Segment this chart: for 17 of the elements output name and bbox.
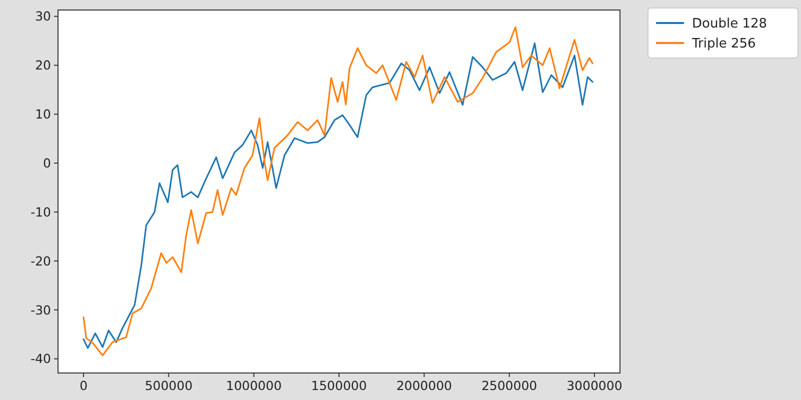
y-tick-label: 30 [35,8,52,24]
legend-label: Triple 256 [691,36,756,52]
y-tick-label: -30 [30,302,52,318]
x-tick-label: 1500000 [311,378,367,393]
x-tick-label: 2500000 [481,378,538,393]
x-tick-label: 500000 [144,378,193,393]
x-tick-label: 1000000 [226,378,282,393]
y-tick-label: 20 [35,58,52,73]
y-tick-label: -40 [30,351,52,366]
x-tick-label: 2000000 [396,378,452,393]
y-tick-label: 10 [35,106,52,122]
x-tick-label: 3000000 [566,378,622,393]
y-tick-label: -20 [30,253,52,268]
y-tick-label: 0 [43,156,52,170]
legend-label: Double 128 [692,16,768,32]
y-tick-label: -10 [30,204,52,220]
x-tick-label: 0 [80,378,88,393]
